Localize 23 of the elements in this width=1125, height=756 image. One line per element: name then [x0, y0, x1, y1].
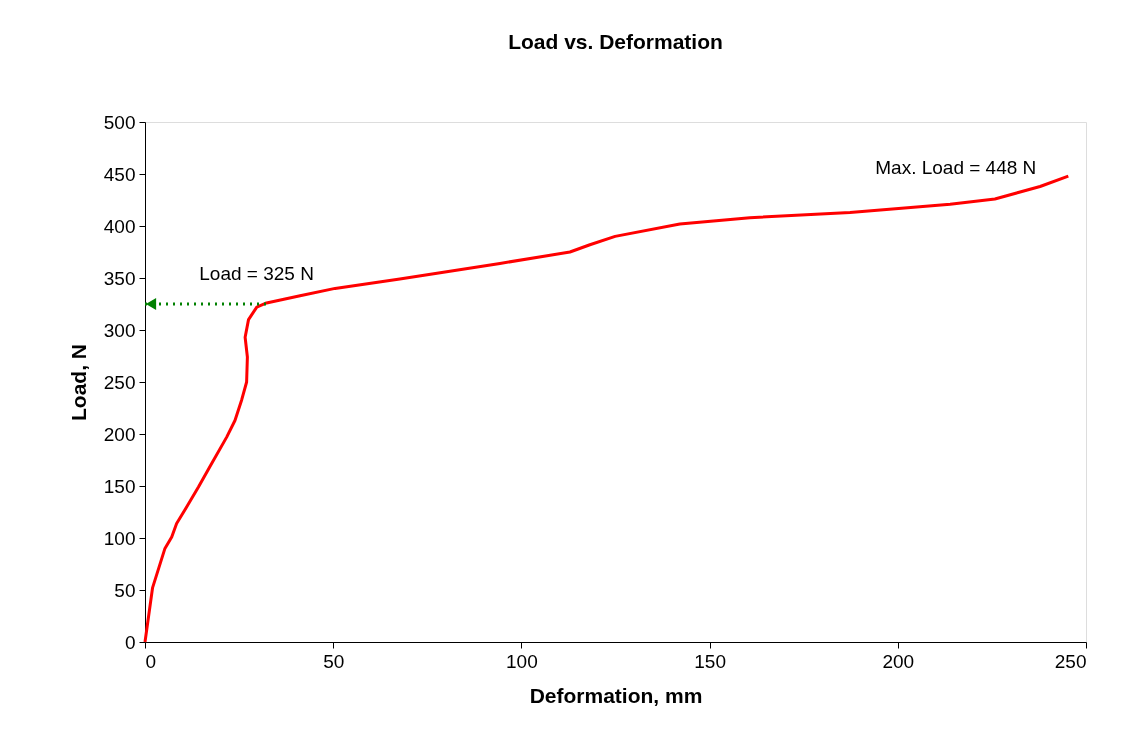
annotation: Load = 325 N	[199, 263, 314, 284]
x-tick-label: 250	[1054, 650, 1087, 672]
x-tick-label: 200	[882, 650, 915, 672]
y-tick-label: 100	[103, 527, 136, 549]
y-tick-label: 200	[103, 423, 136, 445]
y-tick-label: 50	[114, 579, 136, 601]
x-tick-label: 0	[145, 650, 157, 672]
x-tick-label: 50	[323, 650, 345, 672]
y-tick-label: 500	[103, 111, 136, 133]
y-axis-title: Load, N	[66, 344, 90, 421]
y-tick-label: 0	[124, 631, 136, 653]
annotation: Max. Load = 448 N	[875, 157, 1037, 179]
y-tick-label: 150	[103, 475, 136, 497]
y-tick-label: 250	[103, 371, 136, 393]
x-axis-title: Deformation, mm	[529, 683, 703, 707]
y-tick-label: 400	[103, 215, 136, 237]
y-tick-label: 300	[103, 319, 136, 341]
x-tick-label: 100	[506, 650, 538, 672]
y-tick-label: 450	[103, 163, 136, 185]
x-tick-label: 150	[694, 650, 726, 672]
y-tick-label: 350	[103, 267, 136, 289]
chart-title: Load vs. Deformation	[508, 30, 723, 53]
line-series	[143, 174, 1070, 644]
